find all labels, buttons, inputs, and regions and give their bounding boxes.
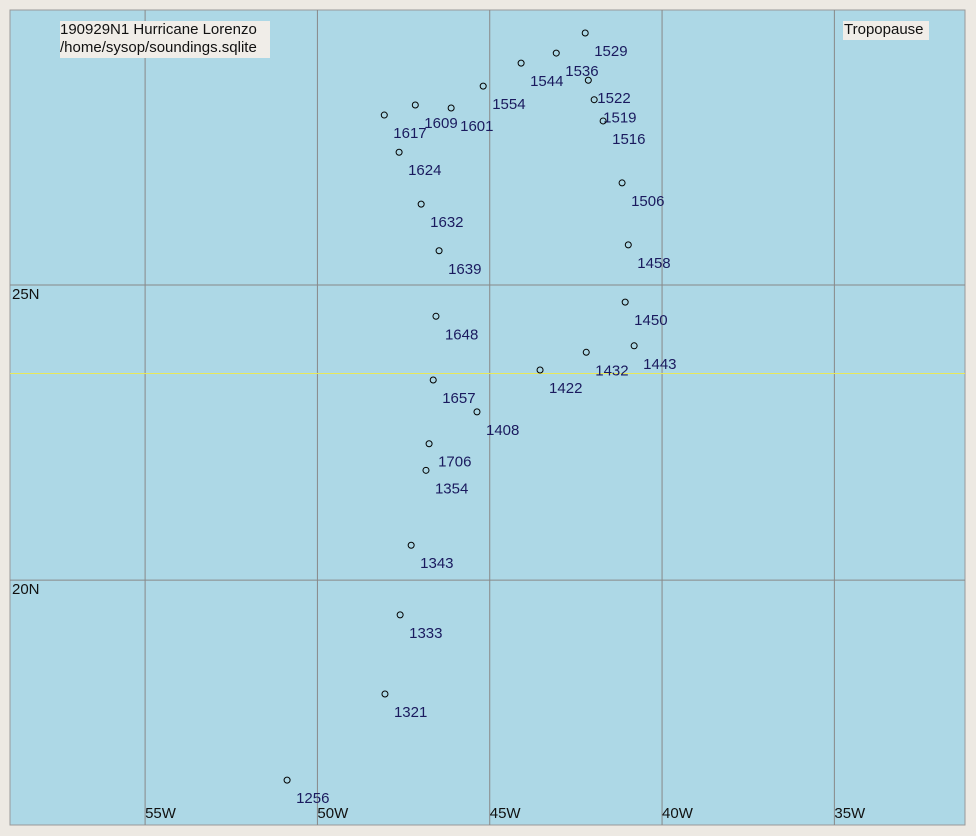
x-tick-label: 40W [662, 805, 694, 822]
sounding-point [582, 348, 590, 356]
sounding-point [411, 101, 419, 109]
sounding-label: 1256 [296, 790, 329, 807]
sounding-point [425, 440, 433, 448]
sounding-label: 1343 [420, 555, 453, 572]
sounding-label: 1443 [643, 356, 676, 373]
sounding-point [552, 49, 560, 57]
sounding-point [590, 96, 598, 104]
sounding-point [517, 59, 525, 67]
sounding-point [599, 117, 607, 125]
sounding-label: 1408 [486, 422, 519, 439]
subtitle: /home/sysop/soundings.sqlite [60, 39, 257, 56]
sounding-label: 1554 [492, 96, 525, 113]
sounding-label: 1639 [448, 261, 481, 278]
sounding-label: 1632 [430, 214, 463, 231]
sounding-label: 1522 [597, 90, 630, 107]
sounding-point [618, 179, 626, 187]
sounding-label: 1458 [637, 255, 670, 272]
sounding-point [380, 111, 388, 119]
sounding-point [429, 376, 437, 384]
sounding-point [447, 104, 455, 112]
sounding-point [621, 298, 629, 306]
sounding-point [624, 241, 632, 249]
sounding-label: 1506 [631, 193, 664, 210]
sounding-label: 1519 [603, 110, 636, 127]
sounding-point [396, 611, 404, 619]
sounding-point [630, 342, 638, 350]
sounding-point [473, 408, 481, 416]
sounding-label: 1601 [460, 118, 493, 135]
sounding-label: 1450 [634, 312, 667, 329]
sounding-point [283, 776, 291, 784]
sounding-point [432, 312, 440, 320]
sounding-label: 1624 [408, 162, 441, 179]
sounding-point [417, 200, 425, 208]
sounding-point [381, 690, 389, 698]
title: 190929N1 Hurricane Lorenzo [60, 21, 257, 38]
x-tick-label: 35W [834, 805, 866, 822]
sounding-label: 1354 [435, 480, 468, 497]
sounding-label: 1333 [409, 625, 442, 642]
sounding-label: 1544 [530, 73, 563, 90]
title-box [60, 21, 270, 58]
sounding-point [581, 29, 589, 37]
sounding-point [435, 247, 443, 255]
sounding-label: 1706 [438, 454, 471, 471]
sounding-label: 1529 [594, 43, 627, 60]
sounding-label: 1609 [424, 115, 457, 132]
y-tick-label: 25N [12, 286, 40, 303]
sounding-label: 1536 [565, 63, 598, 80]
sounding-label: 1657 [442, 390, 475, 407]
sounding-label: 1432 [595, 362, 628, 379]
sounding-point [395, 148, 403, 156]
annotation: Tropopause [844, 21, 924, 38]
sounding-label: 1422 [549, 380, 582, 397]
sounding-label: 1648 [445, 326, 478, 343]
map-area [9, 9, 966, 826]
annotation-box [843, 21, 929, 40]
sounding-point [479, 82, 487, 90]
sounding-point [536, 366, 544, 374]
sounding-point [407, 541, 415, 549]
x-tick-label: 45W [490, 805, 522, 822]
sounding-label: 1516 [612, 131, 645, 148]
x-tick-label: 50W [317, 805, 349, 822]
sounding-label: 1617 [393, 125, 426, 142]
sounding-label: 1321 [394, 704, 427, 721]
y-tick-label: 20N [12, 581, 40, 598]
x-tick-label: 55W [145, 805, 177, 822]
sounding-point [584, 76, 592, 84]
sounding-point [422, 466, 430, 474]
